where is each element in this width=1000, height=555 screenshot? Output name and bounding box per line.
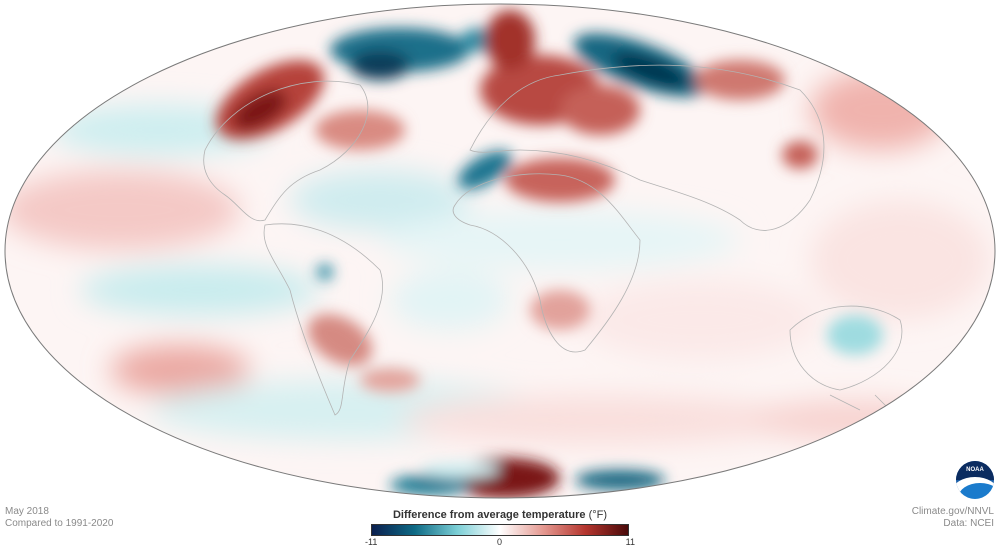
anomaly-map <box>4 3 996 499</box>
legend-ticks: -11 0 11 <box>365 536 635 548</box>
globe-outline <box>4 3 996 499</box>
caption: May 2018 Compared to 1991-2020 <box>5 506 113 530</box>
legend-unit: (°F) <box>588 509 608 521</box>
credits: Climate.gov/NNVL Data: NCEI <box>912 506 994 530</box>
caption-date: May 2018 <box>5 506 49 517</box>
legend-title-text: Difference from average temperature <box>392 509 586 521</box>
legend-mid-label: 0 <box>497 537 503 547</box>
color-legend: Difference from average temperature (°F)… <box>360 509 640 548</box>
credit-data: Data: NCEI <box>943 518 994 529</box>
caption-baseline: Compared to 1991-2020 <box>5 518 114 529</box>
legend-color-bar <box>371 524 629 536</box>
anomaly-strong-fields <box>215 10 883 498</box>
credit-site: Climate.gov/NNVL <box>911 506 994 517</box>
world-map <box>4 3 996 499</box>
legend-min-label: -11 <box>365 537 378 547</box>
noaa-logo: NOAA <box>956 461 994 499</box>
legend-title: Difference from average temperature (°F) <box>360 509 640 522</box>
legend-max-label: 11 <box>625 537 635 547</box>
noaa-logo-text: NOAA <box>966 467 984 473</box>
